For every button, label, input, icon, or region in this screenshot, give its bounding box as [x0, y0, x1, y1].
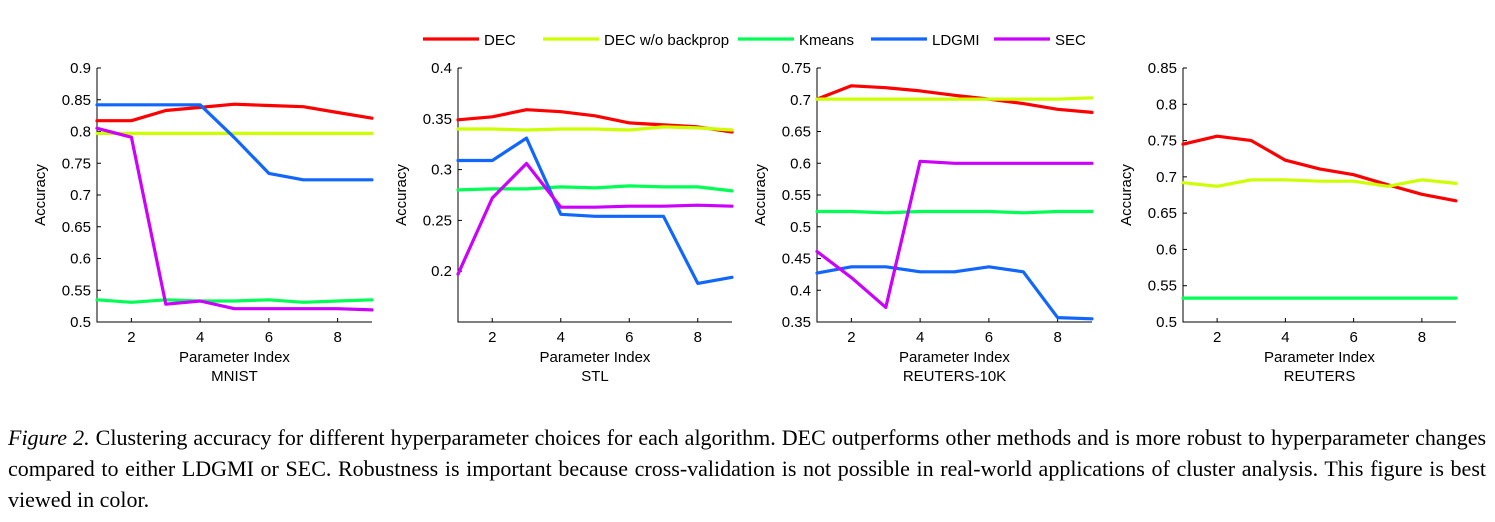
y-tick-label: 0.55	[782, 187, 811, 204]
y-tick-label: 0.45	[782, 251, 811, 268]
chart-panels: 0.5 0.55 0.6 0.65 0.7 0.75 0.8 0.85 0.9 2 4 6 8 Param…	[32, 60, 1458, 385]
caption-label: Figure 2.	[8, 425, 90, 450]
series-line-kmeans	[815, 209, 1094, 215]
y-tick-label: 0.7	[790, 92, 811, 109]
y-tick-label: 0.6	[1156, 241, 1177, 258]
caption-text: Clustering accuracy for different hyperp…	[8, 425, 1487, 512]
series-line-dec	[815, 84, 1094, 115]
series-line-ldgmi	[95, 103, 374, 182]
series-line-kmeans	[95, 298, 374, 304]
y-tick-label: 0.55	[1148, 278, 1177, 295]
y-tick-label: 0.55	[62, 282, 91, 299]
series-line-ldgmi	[815, 265, 1094, 321]
series-line-dec	[1181, 134, 1458, 203]
y-tick-label: 0.7	[1156, 169, 1177, 186]
chart-mnist: 0.5 0.55 0.6 0.65 0.7 0.75 0.8 0.85 0.9 2 4 6 8 Param…	[32, 60, 374, 385]
y-tick-label: 0.4	[790, 282, 811, 299]
x-tick-label: 4	[557, 329, 565, 346]
chart-reuters: 0.5 0.55 0.6 0.65 0.7 0.75 0.8 0.85 2 4 6 8 Paramete…	[1118, 60, 1458, 385]
x-tick-label: 2	[847, 329, 855, 346]
chart-stl: 0.2 0.25 0.3 0.35 0.4 2 4 6 8 Parameter Index STL A…	[393, 60, 734, 385]
chart-reuters-axes	[1182, 68, 1456, 323]
series-line-dec-w-o-backprop	[456, 125, 734, 132]
y-tick-label: 0.65	[62, 219, 91, 236]
y-tick-label: 0.85	[1148, 60, 1177, 77]
chart-title: MNIST	[211, 368, 258, 385]
y-tick-label: 0.3	[431, 162, 452, 179]
x-tick-label: 2	[488, 329, 496, 346]
y-tick-label: 0.5	[790, 219, 811, 236]
legend: DEC DEC w/o backprop Kmeans LDGMI SEC	[423, 32, 1086, 49]
series-line-dec-w-o-backprop	[1181, 178, 1458, 188]
y-tick-label: 0.75	[782, 60, 811, 77]
x-tick-label: 8	[1418, 329, 1426, 346]
legend-label-sec: SEC	[1055, 32, 1086, 49]
chart-title: REUTERS-10K	[903, 368, 1006, 385]
x-tick-label: 2	[1213, 329, 1221, 346]
series-line-kmeans	[456, 184, 734, 193]
y-tick-label: 0.8	[1156, 96, 1177, 113]
figure: DEC DEC w/o backprop Kmeans LDGMI SEC 0.50.5…	[32, 32, 1458, 385]
chart-reuters-10k: 0.35 0.4 0.45 0.5 0.55 0.6 0.65 0.7 0.75 2 4 6 8 Para…	[752, 60, 1094, 385]
chart-stl-axes	[457, 68, 732, 323]
y-tick-label: 0.35	[782, 314, 811, 331]
legend-label-dec-w-o-backprop: DEC w/o backprop	[604, 32, 729, 49]
y-tick-label: 0.25	[423, 212, 452, 229]
x-axis-label: Parameter Index	[540, 349, 651, 366]
x-axis-label: Parameter Index	[179, 349, 290, 366]
x-tick-label: 4	[916, 329, 924, 346]
x-tick-label: 8	[333, 329, 341, 346]
y-tick-label: 0.5	[70, 314, 91, 331]
legend-label-dec: DEC	[484, 32, 516, 49]
x-axis-label: Parameter Index	[899, 349, 1010, 366]
legend-label-ldgmi: LDGMI	[932, 32, 980, 49]
y-tick-label: 0.75	[1148, 133, 1177, 150]
y-tick-label: 0.4	[431, 60, 452, 77]
series-line-dec-w-o-backprop	[815, 96, 1094, 101]
chart-title: STL	[581, 368, 609, 385]
y-tick-label: 0.65	[782, 124, 811, 141]
series-line-dec	[95, 102, 374, 123]
x-tick-label: 6	[1349, 329, 1357, 346]
series-line-ldgmi	[456, 136, 734, 285]
x-tick-label: 6	[985, 329, 993, 346]
y-axis-label: Accuracy	[32, 164, 49, 226]
y-tick-label: 0.7	[70, 187, 91, 204]
y-tick-label: 0.35	[423, 111, 452, 128]
y-tick-label: 0.9	[70, 60, 91, 77]
y-tick-label: 0.85	[62, 92, 91, 109]
x-tick-label: 4	[196, 329, 204, 346]
y-tick-label: 0.2	[431, 263, 452, 280]
y-axis-label: Accuracy	[1118, 164, 1135, 226]
chart-title: REUTERS	[1284, 368, 1356, 385]
figure-caption: Figure 2. Clustering accuracy for differ…	[8, 422, 1486, 515]
y-axis-label: Accuracy	[752, 164, 769, 226]
y-tick-label: 0.6	[70, 251, 91, 268]
series-line-sec	[815, 159, 1094, 309]
x-tick-label: 4	[1281, 329, 1289, 346]
x-tick-label: 6	[265, 329, 273, 346]
y-tick-label: 0.6	[790, 155, 811, 172]
y-tick-label: 0.8	[70, 124, 91, 141]
legend-label-kmeans: Kmeans	[799, 32, 854, 49]
series-line-sec	[456, 161, 734, 276]
x-tick-label: 2	[127, 329, 135, 346]
x-tick-label: 6	[625, 329, 633, 346]
series-line-sec	[95, 126, 374, 312]
x-tick-label: 8	[1053, 329, 1061, 346]
y-tick-label: 0.75	[62, 155, 91, 172]
x-tick-label: 8	[694, 329, 702, 346]
y-tick-label: 0.5	[1156, 314, 1177, 331]
x-axis-label: Parameter Index	[1264, 349, 1375, 366]
y-axis-label: Accuracy	[393, 164, 410, 226]
y-tick-label: 0.65	[1148, 205, 1177, 222]
